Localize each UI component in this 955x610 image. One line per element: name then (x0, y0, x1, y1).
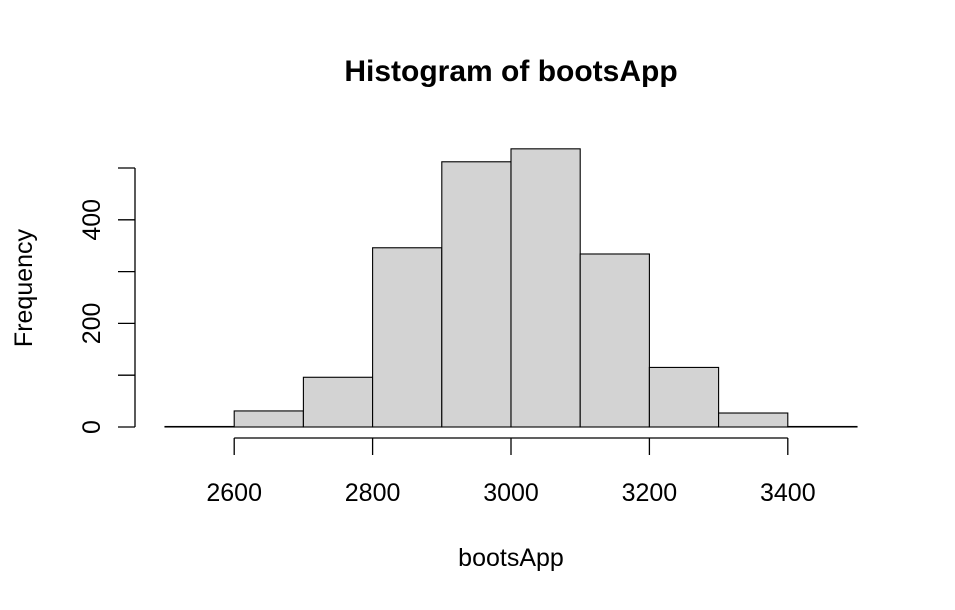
y-axis: 0 200 400 (78, 167, 136, 434)
histogram-bar-3000-3100 (510, 148, 581, 428)
histogram-bar-3100-3200 (579, 253, 650, 428)
y-tick-label-400: 400 (78, 199, 106, 241)
x-tick-label-3200: 3200 (622, 479, 678, 507)
x-tick-label-2600: 2600 (206, 479, 262, 507)
histogram-bar-3300-3400 (718, 412, 789, 428)
histogram-bar-3200-3300 (648, 366, 720, 428)
histogram-bar-2600-2700 (233, 410, 304, 428)
y-axis-label: Frequency (10, 228, 38, 347)
y-tick-label-200: 200 (78, 303, 106, 345)
histogram-bar-2800-2900 (372, 247, 443, 428)
histogram-bar-3400-3500 (787, 425, 858, 428)
x-axis: 2600 2800 3000 3200 3400 (206, 437, 816, 507)
histogram-bar-2700-2800 (302, 376, 374, 428)
chart-title: Histogram of bootsApp (344, 55, 677, 88)
histogram-bar-2500-2600 (164, 425, 235, 428)
x-axis-label: bootsApp (458, 544, 564, 572)
histogram-bars (164, 148, 858, 428)
histogram-bar-2900-3000 (441, 161, 512, 428)
x-tick-label-2800: 2800 (345, 479, 401, 507)
x-tick-label-3400: 3400 (760, 479, 816, 507)
x-tick-label-3000: 3000 (483, 479, 539, 507)
y-tick-label-0: 0 (78, 420, 106, 434)
